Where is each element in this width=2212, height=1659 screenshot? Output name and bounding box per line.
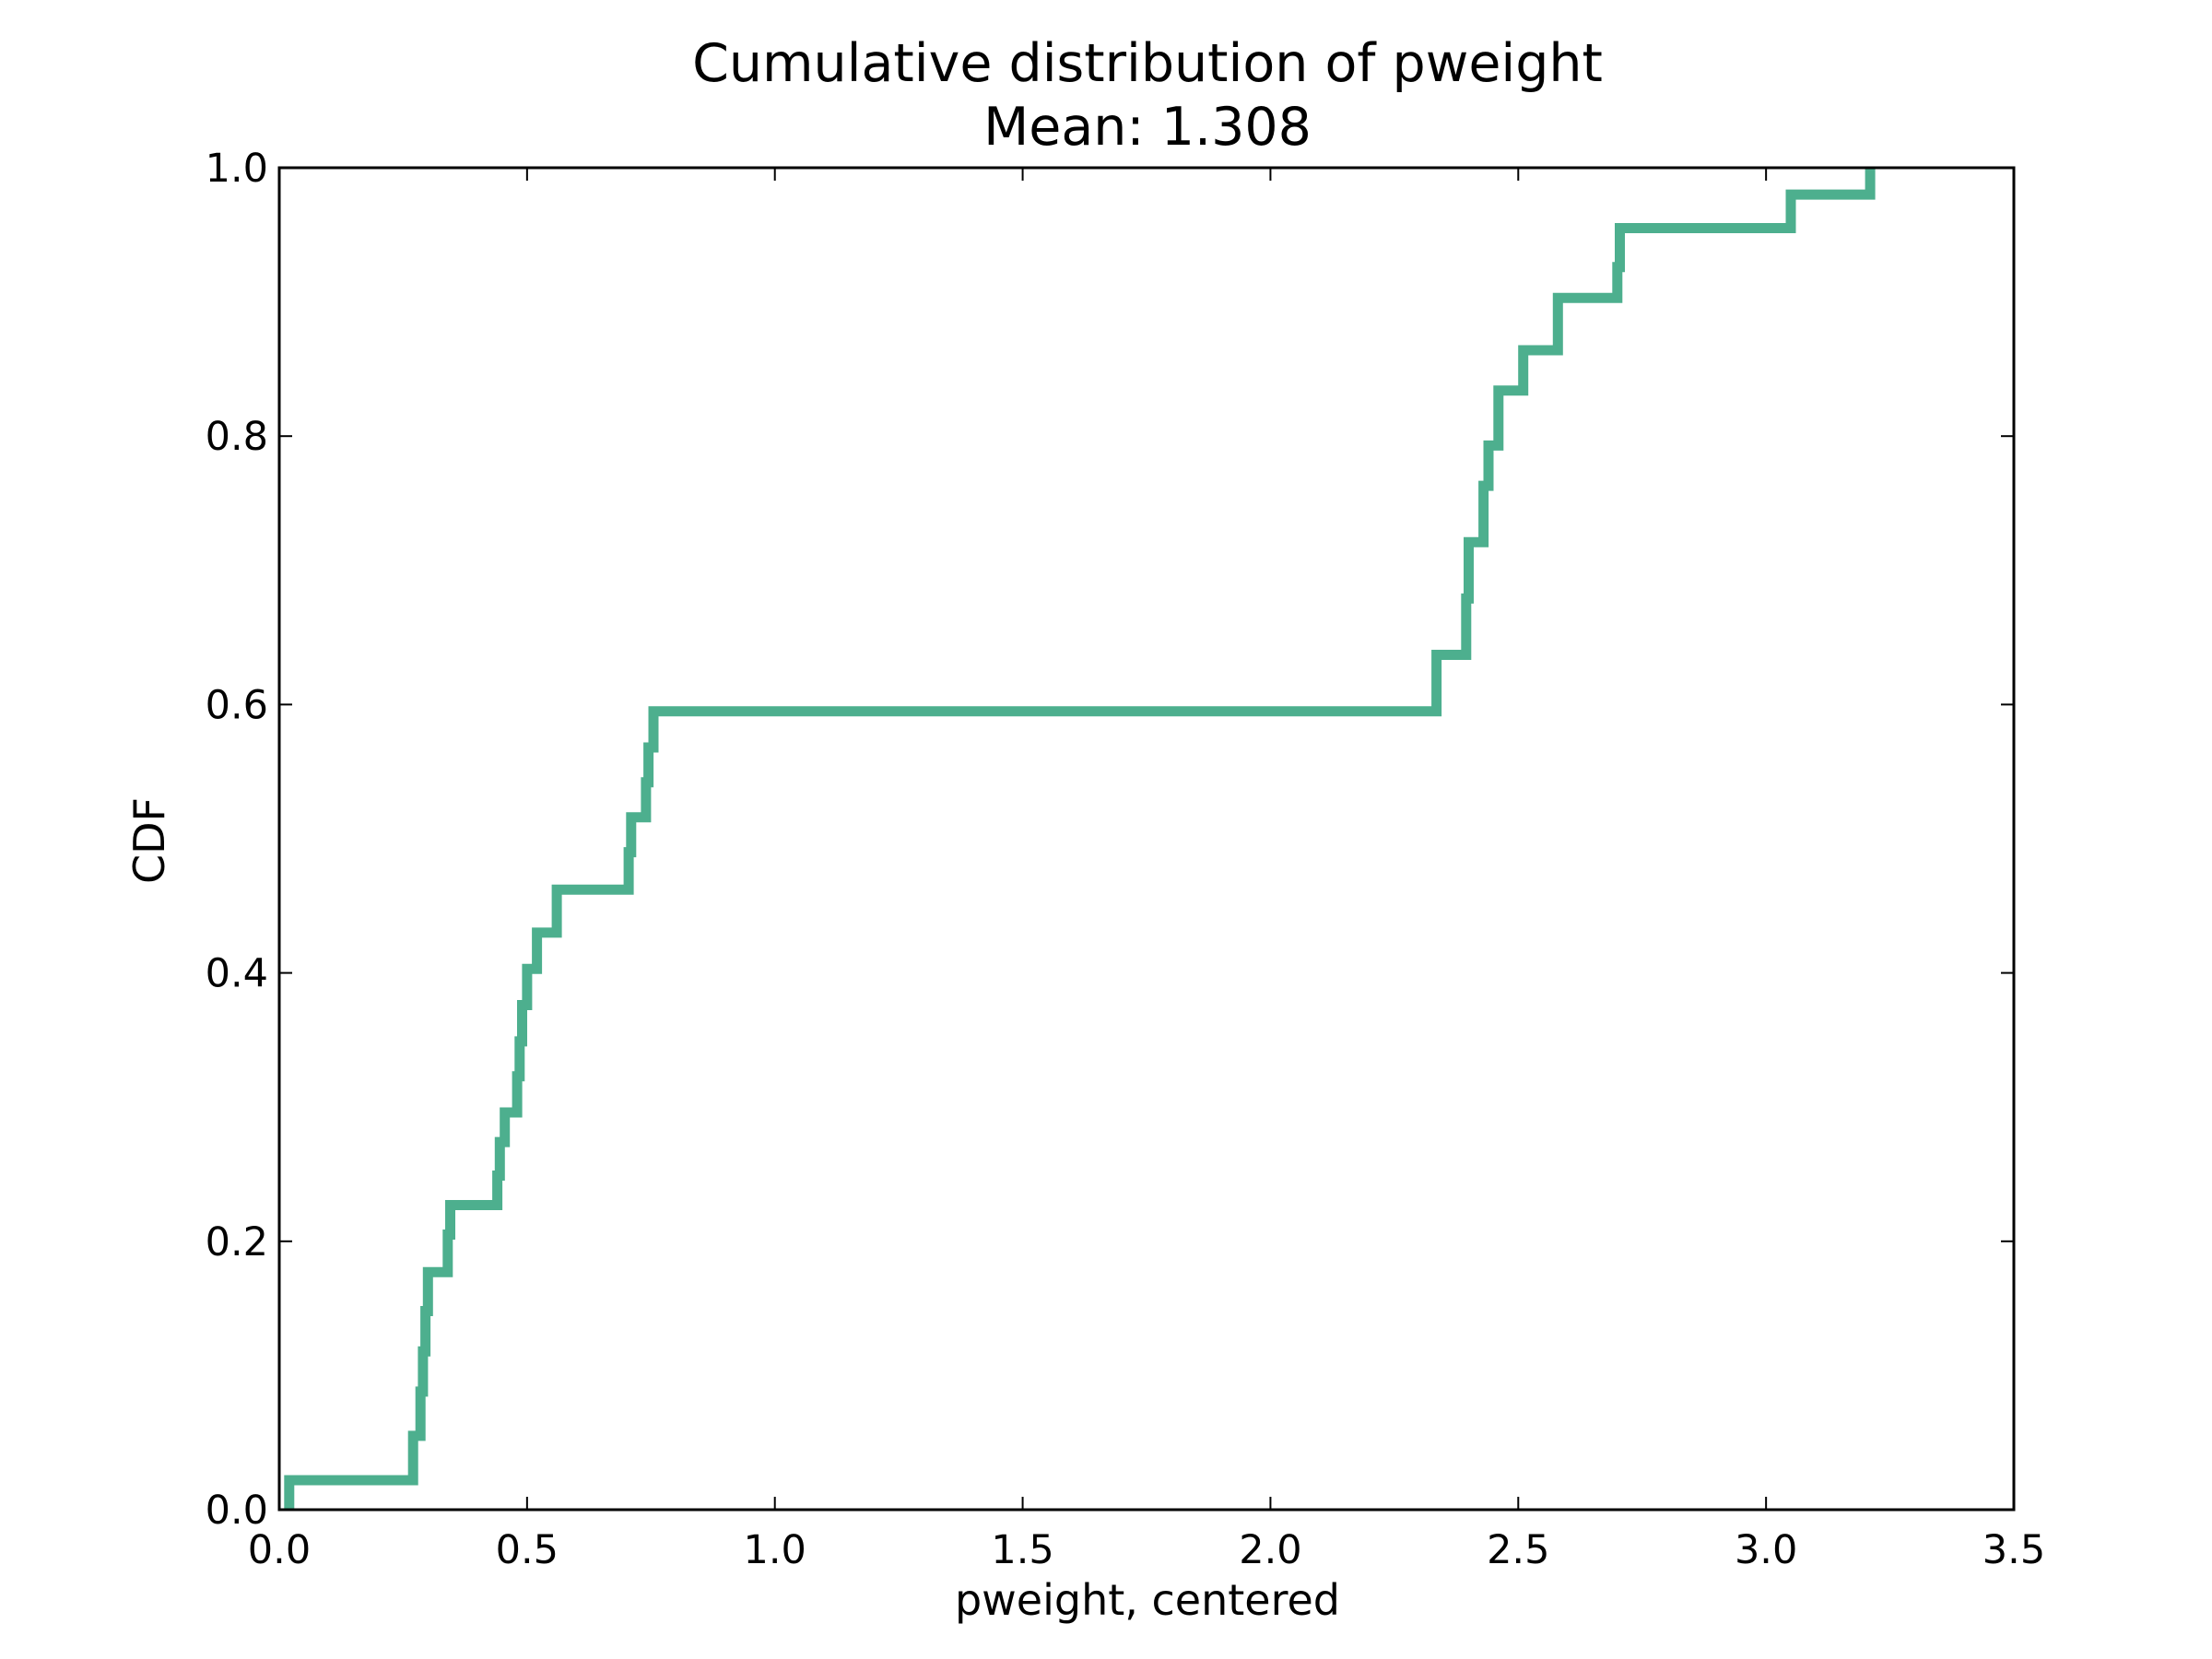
y-tick-label: 1.0 xyxy=(206,146,268,192)
x-axis-label: pweight, centered xyxy=(955,1575,1340,1625)
x-tick-label: 2.0 xyxy=(1239,1527,1301,1573)
chart-subtitle: Mean: 1.308 xyxy=(983,97,1312,158)
x-tick-label: 2.5 xyxy=(1487,1527,1549,1573)
y-axis-label: CDF xyxy=(124,797,174,884)
series-0 xyxy=(284,168,1876,1510)
x-tick-label: 1.5 xyxy=(991,1527,1053,1573)
y-tick-label: 0.2 xyxy=(206,1219,268,1265)
x-tick-label: 3.5 xyxy=(1983,1527,2045,1573)
y-tick-label: 0.6 xyxy=(206,682,268,728)
y-tick-label: 0.8 xyxy=(206,414,268,460)
plot-area: 0.0 0.5 1.0 1.5 2.0 2.5 3.0 3.5 0.0 0.2 0.4 0.6 0.8 1… xyxy=(206,146,2046,1573)
x-tick-label: 3.0 xyxy=(1735,1527,1797,1573)
y-tick-label: 0.4 xyxy=(206,951,268,997)
cdf-step-line xyxy=(284,168,1876,1510)
x-tick-label: 1.0 xyxy=(744,1527,806,1573)
chart-title: Cumulative distribution of pweight xyxy=(692,33,1603,94)
y-tick-label: 0.0 xyxy=(206,1488,268,1534)
x-tick-label: 0.0 xyxy=(248,1527,311,1573)
plot-frame xyxy=(277,166,2016,1512)
x-tick-label: 0.5 xyxy=(496,1527,559,1573)
